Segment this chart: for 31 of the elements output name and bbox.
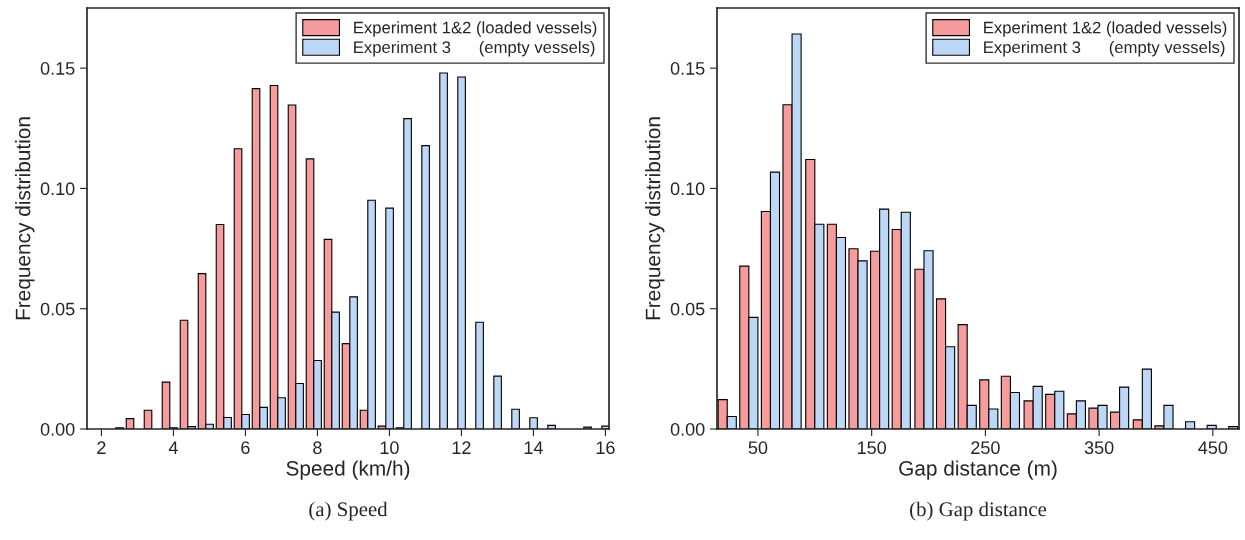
x-tick-label: 4	[168, 441, 178, 454]
y-tick-label: 0.05	[40, 302, 75, 316]
x-tick-label: 16	[596, 441, 615, 455]
legend-label: Experiment 1&2 (loaded vessels)	[984, 21, 1227, 37]
y-axis-title: Frequency distribution	[15, 117, 35, 320]
y-tick-label: 0.15	[40, 62, 75, 75]
x-tick-label: 10	[380, 441, 399, 455]
x-tick-label: 2	[97, 441, 106, 454]
text: (a) Speed	[309, 501, 388, 521]
x-tick-label: 450	[1198, 441, 1228, 455]
y-tick-label: 0.00	[670, 422, 705, 436]
y-axis-title: Frequency distribution	[645, 117, 665, 320]
x-tick-label: 6	[241, 441, 250, 455]
y-tick-label: 0.10	[670, 182, 705, 196]
legend-label: Experiment 3 (empty vessels)	[984, 40, 1225, 57]
x-tick-label: 12	[452, 441, 471, 454]
legend-label: Experiment 3 (empty vessels)	[354, 40, 595, 57]
text: (b) Gap distance	[910, 501, 1047, 521]
y-tick-label: 0.00	[40, 422, 75, 436]
x-tick-label: 150	[857, 441, 887, 455]
y-tick-label: 0.10	[40, 182, 75, 196]
x-tick-label: 50	[748, 441, 768, 455]
x-tick-label: 14	[524, 441, 543, 454]
legend-label: Experiment 1&2 (loaded vessels)	[354, 21, 597, 37]
y-tick-label: 0.05	[670, 302, 705, 316]
x-tick-label: 250	[971, 441, 1000, 455]
x-axis-title: Speed (km/h)	[286, 460, 410, 480]
x-tick-label: 8	[313, 441, 322, 455]
x-axis-title: Gap distance (m)	[899, 460, 1057, 480]
y-tick-label: 0.15	[670, 62, 705, 75]
x-tick-label: 350	[1084, 441, 1114, 455]
